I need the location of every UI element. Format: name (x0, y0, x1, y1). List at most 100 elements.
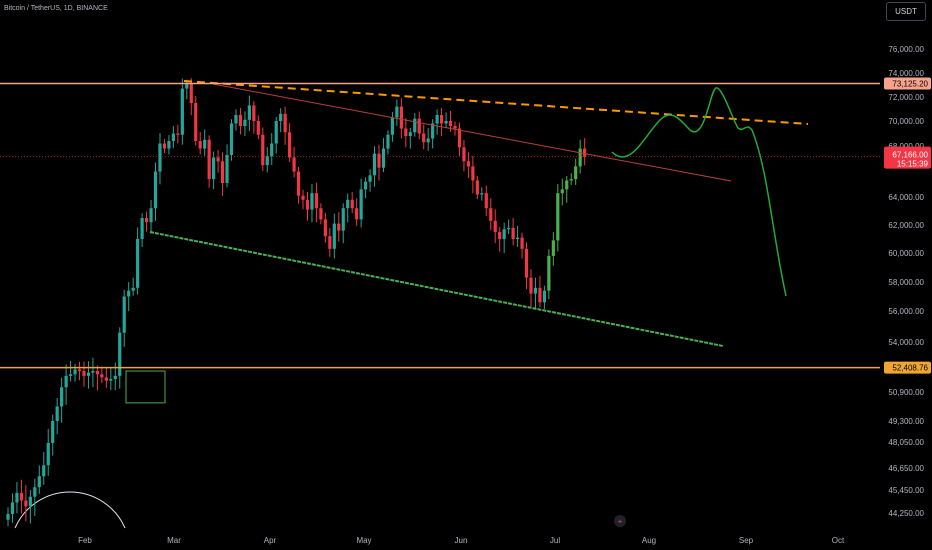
consolidation-box (125, 370, 166, 404)
candle-body (484, 193, 488, 209)
candle-body (507, 227, 511, 230)
candle-body (238, 115, 243, 126)
candle-body (68, 374, 73, 376)
time-axis[interactable]: Feb Mar Apr May Jun Jul Aug Sep Oct (78, 536, 845, 545)
candle-body (413, 118, 417, 133)
currency-button[interactable]: USDT (886, 2, 926, 21)
candle-body (583, 148, 587, 157)
candle-body (578, 148, 582, 167)
candle-body (466, 161, 471, 167)
candle-body (359, 189, 363, 220)
candle-body (377, 153, 381, 168)
candle-body (225, 154, 229, 183)
candle-body (520, 237, 524, 249)
candle-body (247, 105, 251, 120)
candle-body (167, 141, 171, 149)
support-price-tag-text: 52,408.76 (892, 364, 928, 373)
candle-body (301, 195, 305, 200)
candle-body (390, 117, 395, 135)
candle-body (113, 375, 117, 380)
candle-body (55, 406, 59, 421)
replay-icon[interactable]: ⌖ (614, 515, 626, 527)
candle-body (64, 375, 68, 388)
support-price-tag (884, 361, 931, 374)
candle-body (127, 290, 131, 297)
candle-body (24, 500, 28, 507)
channel-upper-line (212, 83, 732, 182)
candle-body (153, 171, 158, 209)
candle-body (439, 115, 444, 124)
candle-body (203, 139, 207, 149)
candle-body (332, 223, 336, 249)
candle-body (569, 179, 573, 181)
candle-body (350, 199, 354, 209)
candle-body (19, 492, 24, 501)
countdown-text: 15:15:39 (897, 160, 929, 169)
y-tick-label: 49,300.00 (888, 417, 924, 426)
candle-body (198, 141, 202, 149)
candle-body (109, 379, 113, 381)
candle-body (207, 139, 211, 180)
candle-body (33, 487, 37, 497)
candle-body (118, 332, 122, 376)
candle-body (220, 161, 225, 183)
candle-body (229, 123, 234, 155)
current-price-tag (884, 146, 931, 169)
candle-body (471, 166, 475, 181)
candle-body (51, 421, 55, 443)
candle-body (122, 296, 126, 333)
x-tick-label: Oct (832, 536, 845, 545)
candle-body (296, 171, 301, 196)
candle-body (82, 371, 86, 376)
candle-body (194, 103, 198, 141)
candle-body (100, 374, 104, 378)
candle-body (372, 153, 377, 176)
candle-body (279, 113, 283, 121)
candle-body (104, 377, 108, 381)
candle-body (60, 387, 64, 407)
y-tick-label: 62,000.00 (888, 221, 924, 230)
candle-body (542, 290, 546, 303)
candle-body (399, 106, 403, 129)
candle-body (91, 371, 95, 373)
candle-body (462, 147, 466, 162)
candle-body (341, 208, 345, 231)
candle-body (149, 208, 153, 223)
candle-body (6, 513, 10, 520)
y-tick-label: 74,000.00 (888, 69, 924, 78)
candle-body (547, 255, 551, 291)
candle-body (444, 121, 448, 124)
resistance-price-tag (884, 77, 931, 90)
candle-body (480, 193, 484, 195)
candle-body (408, 132, 412, 136)
y-tick-label: 50,900.00 (888, 388, 924, 397)
candle-body (283, 113, 287, 133)
price-axis[interactable]: 76,000.00 74,000.00 72,000.00 70,000.00 68,0… (888, 45, 924, 518)
projection-curve (611, 87, 787, 297)
candle-body (422, 133, 426, 143)
y-tick-label: 72,000.00 (888, 93, 924, 102)
candle-body (475, 180, 479, 195)
y-tick-label: 56,000.00 (888, 307, 924, 316)
candle-body (144, 218, 149, 223)
x-tick-label: May (356, 536, 371, 545)
symbol-title: Bitcoin / TetherUS, 1D, BINANCE (4, 5, 108, 12)
candle-body (234, 115, 238, 124)
candle-body (265, 156, 269, 166)
candle-body (216, 157, 220, 162)
candle-body (162, 143, 167, 149)
candle-body (310, 193, 314, 210)
candle-body (426, 138, 430, 143)
candle-body (73, 369, 77, 375)
x-tick-label: Sep (739, 536, 754, 545)
candle-body (337, 223, 341, 231)
candle-body (448, 121, 453, 126)
candle-body (171, 133, 175, 141)
x-tick-label: Jun (455, 536, 468, 545)
candle-body (538, 287, 542, 303)
candle-body (489, 208, 493, 221)
candle-body (180, 88, 184, 135)
candle-body (368, 175, 372, 182)
candle-body (212, 157, 216, 180)
